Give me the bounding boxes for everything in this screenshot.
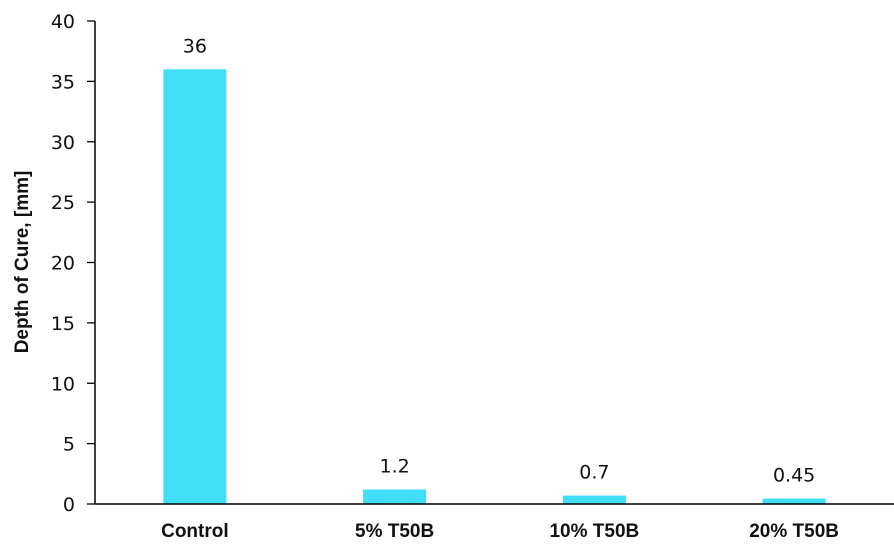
data-label: 36: [183, 35, 207, 57]
y-tick-label: 35: [51, 71, 75, 93]
bar-control: [163, 69, 227, 505]
y-tick-label: 5: [63, 434, 75, 456]
y-tick-label: 20: [51, 253, 75, 275]
y-axis-ticks: 0 5 10 15 20 25 30 35 40: [51, 11, 95, 516]
bar-5-t50b: [363, 489, 427, 504]
bar-10-t50b: [562, 495, 626, 504]
x-tick-label: 5% T50B: [355, 521, 434, 542]
x-axis-labels: Control 5% T50B 10% T50B 20% T50B: [161, 521, 839, 542]
y-tick-label: 40: [51, 11, 75, 33]
data-label: 0.7: [579, 462, 609, 484]
bar-20-t50b: [762, 498, 826, 504]
y-tick-label: 10: [51, 373, 75, 395]
y-tick-label: 0: [63, 494, 75, 516]
data-label: 1.2: [380, 456, 410, 478]
axes: [94, 21, 894, 505]
x-tick-label: 20% T50B: [749, 521, 839, 542]
y-tick-label: 15: [51, 313, 75, 335]
y-axis-title: Depth of Cure, [mm]: [12, 171, 33, 354]
y-tick-label: 30: [51, 132, 75, 154]
y-tick-label: 25: [51, 192, 75, 214]
bar-series: [163, 69, 826, 505]
data-label: 0.45: [773, 465, 815, 487]
x-tick-label: Control: [161, 521, 229, 542]
data-labels: 36 1.2 0.7 0.45: [183, 35, 816, 486]
x-tick-label: 10% T50B: [549, 521, 639, 542]
